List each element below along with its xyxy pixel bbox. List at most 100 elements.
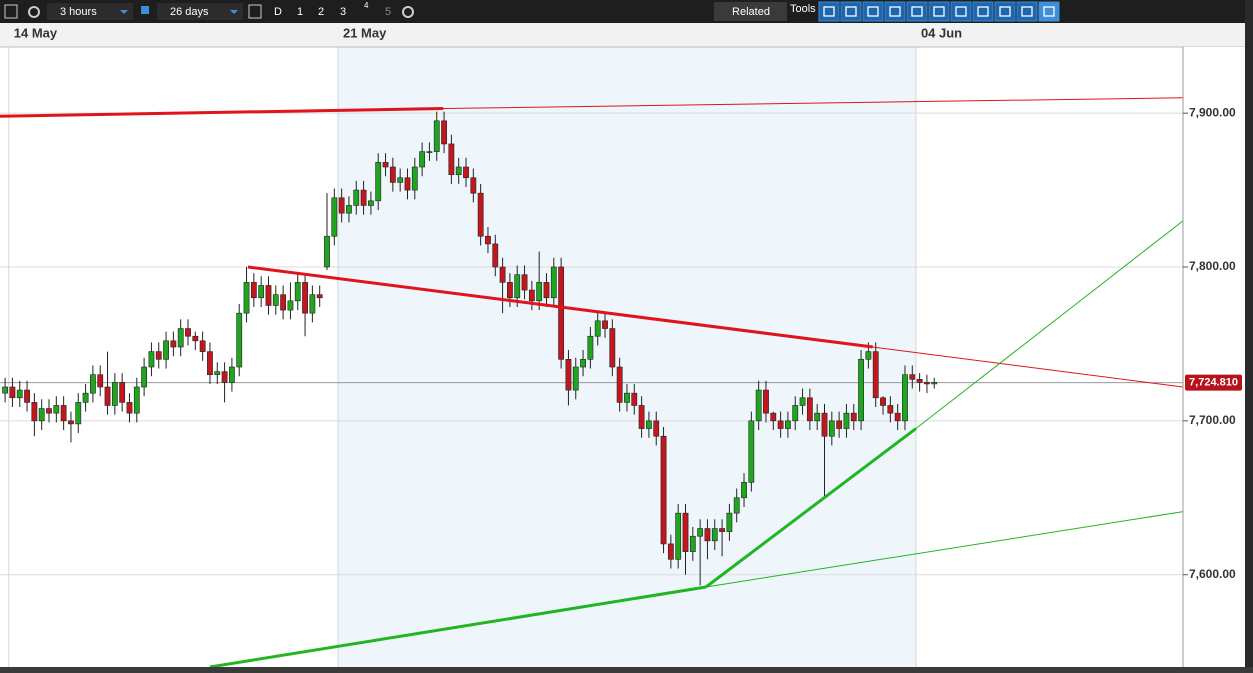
candle-body (580, 359, 586, 368)
candle-body (602, 320, 608, 329)
calendar-icon[interactable] (248, 4, 262, 19)
candle-body (155, 351, 162, 360)
candle-body (82, 392, 89, 403)
x-tick-label: 04 Jun (921, 25, 962, 40)
settings-icon[interactable] (28, 6, 40, 18)
tool-icon (1021, 6, 1033, 17)
range-highlight (338, 47, 916, 667)
candle-body (455, 166, 462, 175)
candle-body (46, 408, 52, 414)
related-button[interactable] (714, 2, 787, 21)
candle-body (404, 177, 411, 191)
candle-body (499, 266, 506, 283)
trendline (443, 97, 1183, 110)
candle-body (419, 151, 426, 168)
candle-body (192, 335, 199, 342)
tool-icon (911, 6, 923, 17)
candle-body (60, 405, 67, 422)
candle-body (477, 192, 484, 237)
candle-body (850, 412, 857, 422)
candle-body (338, 197, 345, 214)
candle-body (433, 120, 440, 152)
candle-body (572, 366, 579, 391)
candle-body (609, 328, 616, 368)
candle-body (492, 243, 499, 268)
trendline (209, 585, 707, 669)
tools-label: Tools (790, 3, 816, 15)
candle-body (214, 371, 221, 375)
candle-body (507, 282, 513, 299)
candle-body (170, 340, 177, 348)
interval-dropdown[interactable] (47, 3, 133, 20)
menu-icon[interactable] (4, 4, 18, 19)
candle-body (872, 351, 879, 399)
candle-body (31, 402, 38, 422)
tool-button[interactable] (950, 1, 972, 22)
bottom-border (0, 667, 1253, 673)
candle-body (741, 482, 747, 499)
candle-body (294, 282, 301, 302)
tool-button[interactable] (862, 1, 884, 22)
candle-body (638, 405, 645, 429)
lock-icon[interactable] (141, 6, 149, 14)
candle-body (719, 528, 725, 532)
tool-button[interactable] (994, 1, 1016, 22)
candle-body (133, 386, 140, 414)
candle-body (733, 497, 740, 514)
tool-button[interactable] (906, 1, 928, 22)
candle-body (887, 405, 894, 414)
candle-body (389, 166, 396, 183)
period-button[interactable]: 5 (385, 6, 391, 18)
y-tick-label: 7,800.00 (1189, 259, 1236, 273)
candle-body (163, 340, 169, 360)
tool-button[interactable] (884, 1, 906, 22)
trendline (247, 265, 873, 349)
period-button[interactable]: 1 (297, 6, 303, 18)
y-tick-label: 7,900.00 (1189, 105, 1236, 119)
period-button[interactable]: D (274, 6, 282, 18)
candle-body (558, 266, 565, 360)
candle-body (38, 408, 45, 422)
candle-body (594, 320, 601, 337)
candle-body (221, 371, 228, 383)
candle-body (916, 379, 923, 383)
candle-body (799, 397, 806, 406)
candle-body (536, 282, 543, 302)
candle-body (843, 412, 850, 429)
candle-body (360, 189, 367, 206)
tool-button[interactable] (1016, 1, 1038, 22)
last-price-label: 7,724.810 (1189, 377, 1238, 389)
candle-body (924, 382, 930, 385)
candle-body (316, 294, 323, 299)
range-dropdown[interactable] (157, 3, 243, 20)
candle-body (821, 412, 828, 437)
trendline (705, 427, 917, 589)
candle-body (104, 386, 111, 406)
candle-body (207, 351, 213, 375)
tool-button[interactable] (818, 1, 840, 22)
period-button[interactable]: 2 (318, 6, 324, 18)
trendline (872, 346, 1184, 388)
tool-icon (977, 6, 989, 17)
candle-body (902, 374, 908, 422)
candle-body (236, 312, 243, 368)
tool-icon (889, 6, 901, 17)
candle-body (616, 366, 623, 403)
candle-body (470, 177, 477, 194)
candle-body (411, 166, 418, 191)
settings-icon[interactable] (402, 6, 414, 18)
tool-button[interactable] (1038, 1, 1060, 22)
tool-button[interactable] (928, 1, 950, 22)
tool-button[interactable] (840, 1, 862, 22)
candle-body (448, 143, 455, 175)
tool-button[interactable] (972, 1, 994, 22)
trendline (705, 511, 1184, 588)
candle-body (243, 282, 250, 314)
candle-body (704, 528, 711, 542)
candle-body (587, 335, 594, 360)
trendline (0, 107, 444, 118)
period-button[interactable]: 3 (340, 6, 346, 18)
range-text: 26 days (170, 6, 209, 18)
candle-body (90, 374, 96, 394)
period-button[interactable]: 4 (364, 1, 369, 10)
